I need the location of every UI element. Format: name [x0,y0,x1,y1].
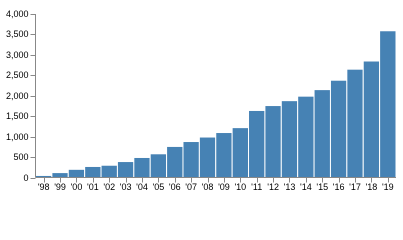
y-tick-label: 2,500 [6,70,29,80]
y-tick-label: 4,000 [6,9,29,19]
y-tick-label: 1,000 [6,132,29,142]
page: 0 500 1,000 1,500 2,000 2,500 3,000 3,500 4,000 '… [5,8,397,192]
x-tick-label: '17 [349,182,361,192]
x-tick-label: '03 [120,182,132,192]
x-tick-label: '98 [38,182,50,192]
bar [51,172,69,179]
y-tick-label: 3,000 [6,50,29,60]
bar [231,127,250,178]
bar [166,145,184,178]
chart: 0 500 1,000 1,500 2,000 2,500 3,000 3,500 4,000 '… [6,9,397,192]
x-tick-label: '04 [136,182,148,192]
bar [329,79,348,178]
x-tick-label: '00 [71,182,83,192]
bar [379,30,397,179]
bar [100,164,118,179]
bar [313,89,331,178]
x-tick-label: '09 [218,182,230,192]
bar [264,105,282,178]
bar [67,168,86,178]
bar [84,165,102,178]
y-tick-label: 0 [23,173,28,183]
x-tick-label: '11 [251,182,262,192]
x-tick-label: '19 [382,182,394,192]
bar [280,100,299,178]
x-tick-label: '01 [87,182,99,192]
bar [198,136,217,179]
y-tick-label: 2,000 [6,91,29,101]
y-tick-label: 3,500 [6,29,29,39]
x-tick-label: '08 [202,182,214,192]
x-tick-label: '18 [366,182,378,192]
y-tick-label: 500 [13,152,28,162]
x-tick-label: '05 [153,182,165,192]
x-tick-label: '10 [234,182,246,192]
x-tick-label: '16 [333,182,345,192]
bar [346,68,364,178]
x-tick-label: '02 [103,182,115,192]
bar [149,153,168,178]
bar [215,132,233,179]
bar [133,156,151,179]
bar [362,60,381,178]
x-tick-label: '99 [54,182,66,192]
bar [116,161,135,178]
bar [248,109,266,178]
x-tick-label: '06 [169,182,181,192]
bar [182,141,200,178]
x-tick-label: '13 [284,182,296,192]
x-tick-label: '07 [185,182,197,192]
y-tick-label: 1,500 [6,111,29,121]
x-tick-label: '15 [316,182,328,192]
bar [297,95,315,178]
x-tick-label: '12 [267,182,279,192]
x-tick-label: '14 [300,182,312,192]
